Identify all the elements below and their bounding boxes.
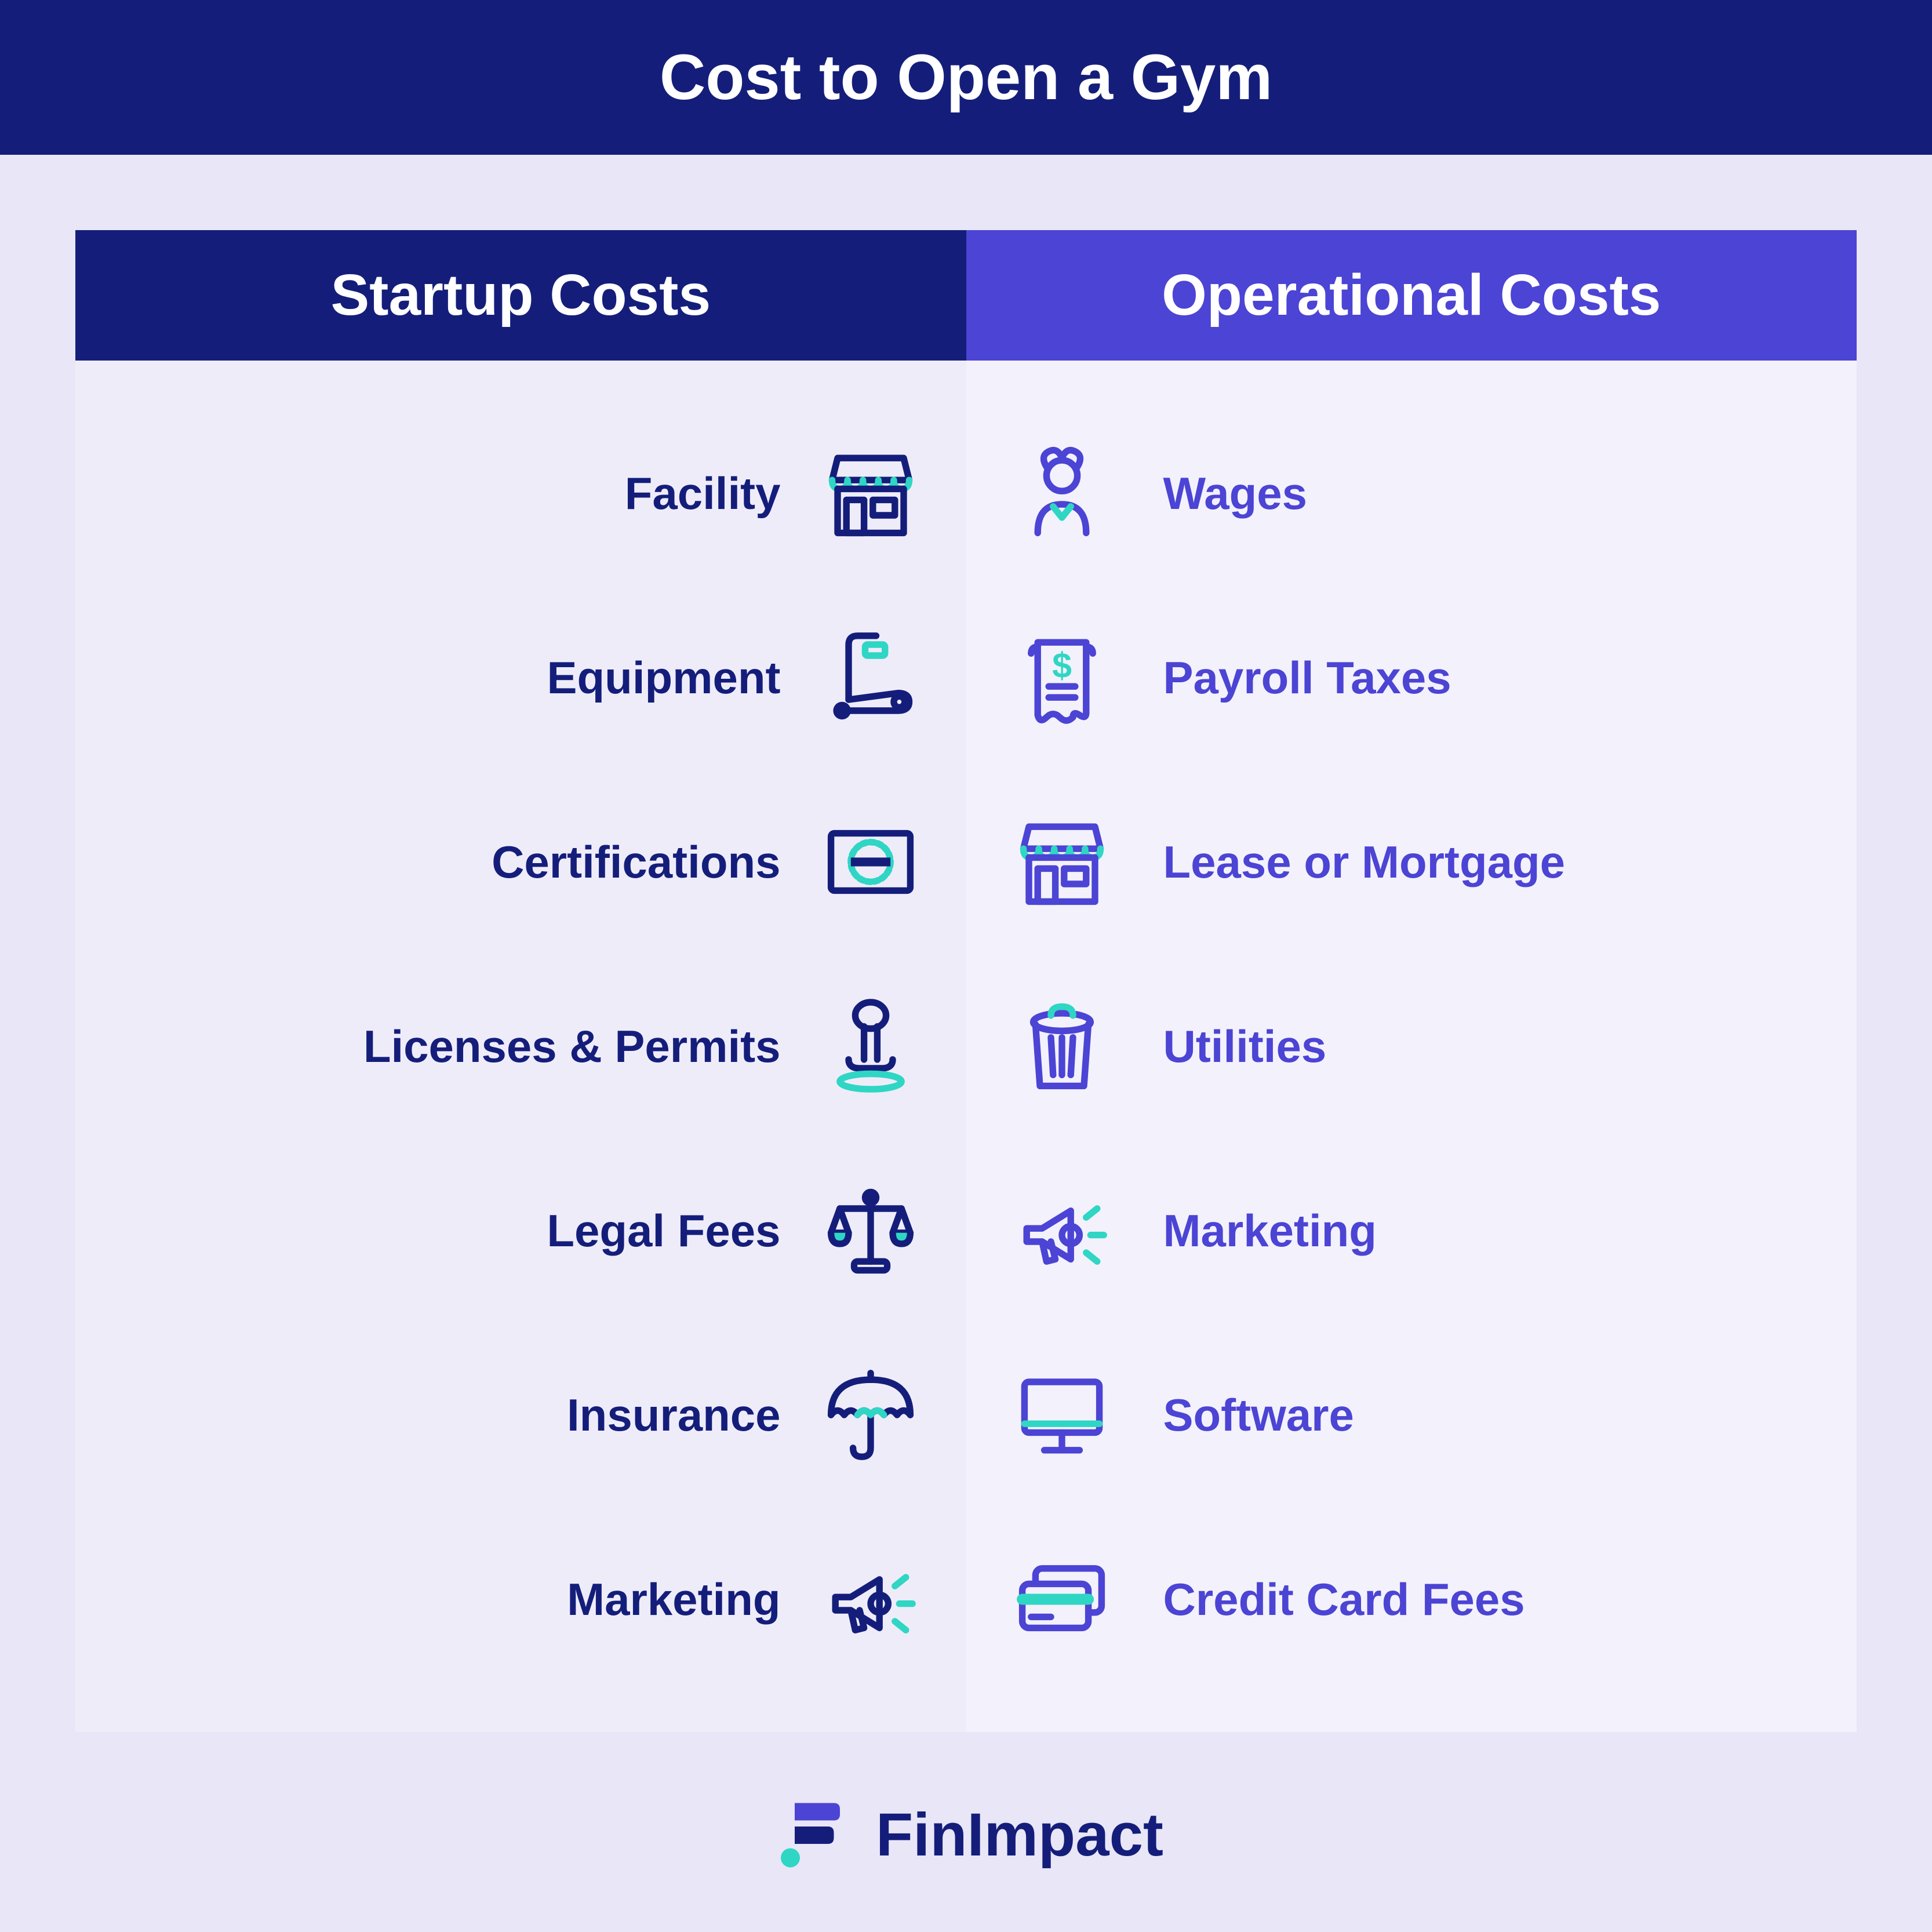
label: Lease or Mortgage bbox=[1163, 836, 1566, 889]
label: Credit Card Fees bbox=[1163, 1573, 1525, 1626]
startup-row-legal: Legal Fees bbox=[75, 1155, 966, 1306]
columns-wrap: Startup Costs Facility Equipment bbox=[0, 155, 1932, 1761]
person-icon bbox=[1001, 432, 1123, 554]
startup-row-facility: Facility bbox=[75, 418, 966, 569]
label: Legal Fees bbox=[547, 1205, 780, 1257]
operational-row-software: Software bbox=[966, 1340, 1857, 1490]
label: Marketing bbox=[1163, 1205, 1377, 1257]
startup-row-marketing: Marketing bbox=[75, 1524, 966, 1675]
startup-row-equipment: Equipment bbox=[75, 602, 966, 753]
certificate-icon bbox=[810, 801, 932, 923]
startup-row-insurance: Insurance bbox=[75, 1340, 966, 1490]
megaphone-icon bbox=[810, 1538, 932, 1660]
receipt-icon: $ bbox=[1001, 617, 1123, 738]
operational-row-marketing: Marketing bbox=[966, 1155, 1857, 1306]
umbrella-icon bbox=[810, 1354, 932, 1476]
trash-icon bbox=[1001, 985, 1123, 1107]
svg-text:$: $ bbox=[1052, 646, 1072, 685]
label: Certifications bbox=[492, 836, 780, 889]
startup-body: Facility Equipment bbox=[75, 361, 966, 1732]
operational-row-wages: Wages bbox=[966, 418, 1857, 569]
brand-logo-icon bbox=[769, 1790, 856, 1880]
label: Software bbox=[1163, 1389, 1354, 1442]
label: Marketing bbox=[567, 1573, 780, 1626]
startup-header: Startup Costs bbox=[75, 230, 966, 361]
operational-row-utilities: Utilities bbox=[966, 971, 1857, 1122]
label: Utilities bbox=[1163, 1020, 1327, 1073]
footer: FinImpact bbox=[0, 1761, 1932, 1932]
label: Insurance bbox=[567, 1389, 780, 1442]
store-alt-icon bbox=[1001, 801, 1123, 923]
label: Wages bbox=[1163, 467, 1308, 520]
label: Payroll Taxes bbox=[1163, 652, 1451, 704]
page-title: Cost to Open a Gym bbox=[0, 0, 1932, 155]
operational-row-credit: Credit Card Fees bbox=[966, 1524, 1857, 1675]
operational-column: Operational Costs Wages bbox=[966, 230, 1857, 1732]
operational-header: Operational Costs bbox=[966, 230, 1857, 361]
operational-body: Wages $ Payroll Taxes bbox=[966, 361, 1857, 1732]
operational-row-payroll: $ Payroll Taxes bbox=[966, 602, 1857, 753]
operational-row-lease: Lease or Mortgage bbox=[966, 787, 1857, 937]
label: Licenses & Permits bbox=[363, 1020, 781, 1073]
startup-row-licenses: Licenses & Permits bbox=[75, 971, 966, 1122]
startup-column: Startup Costs Facility Equipment bbox=[75, 230, 966, 1732]
brand-name: FinImpact bbox=[876, 1800, 1163, 1870]
monitor-icon bbox=[1001, 1354, 1123, 1476]
treadmill-icon bbox=[810, 617, 932, 738]
stamp-icon bbox=[810, 985, 932, 1107]
credit-cards-icon bbox=[1001, 1538, 1123, 1660]
megaphone-alt-icon bbox=[1001, 1170, 1123, 1291]
store-icon bbox=[810, 432, 932, 554]
startup-row-certifications: Certifications bbox=[75, 787, 966, 937]
label: Equipment bbox=[547, 652, 781, 704]
scales-icon bbox=[810, 1170, 932, 1291]
label: Facility bbox=[625, 467, 781, 520]
